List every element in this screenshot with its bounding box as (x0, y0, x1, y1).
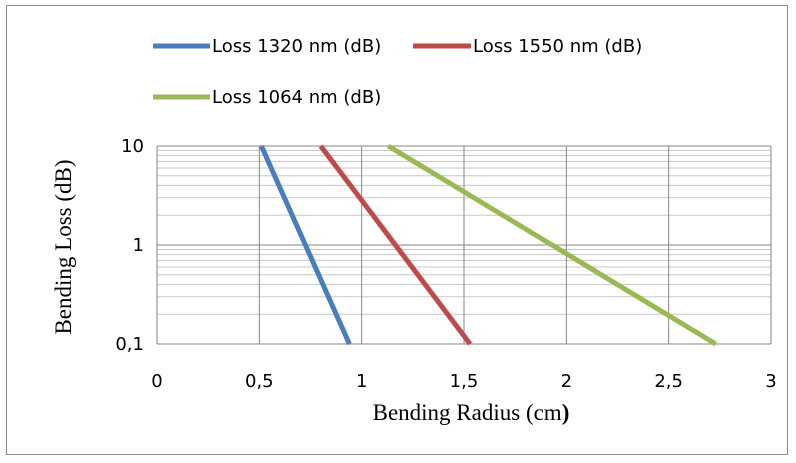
x-axis-title: Bending Radius (cm) (373, 400, 570, 425)
x-tick-label: 1 (356, 371, 367, 392)
y-tick-label: 1 (133, 235, 144, 256)
chart-frame (6, 5, 788, 455)
legend: Loss 1320 nm (dB) Loss 1550 nm (dB) Loss 1… (153, 36, 642, 108)
legend-label-1: Loss 1320 nm (dB) (212, 36, 381, 57)
series-lines (259, 143, 717, 347)
x-tick-label: 0 (151, 371, 162, 392)
x-tick-label: 3 (765, 371, 776, 392)
tick-labels: 0 0,5 1 1,5 2 2,5 3 0,1 1 10 (115, 136, 776, 392)
y-tick-label: 0,1 (115, 334, 144, 355)
major-gridlines (156, 145, 772, 345)
x-tick-label: 2 (561, 371, 572, 392)
series-line-2 (318, 144, 473, 346)
legend-label-2: Loss 1550 nm (dB) (473, 36, 642, 57)
series-line-3 (387, 143, 717, 347)
x-tick-label: 0,5 (245, 371, 274, 392)
x-tick-label: 1,5 (450, 371, 479, 392)
y-tick-label: 10 (121, 136, 144, 157)
legend-label-3: Loss 1064 nm (dB) (212, 87, 381, 108)
x-tick-label: 2,5 (654, 371, 683, 392)
y-axis-title: Bending Loss (dB) (51, 159, 76, 334)
series-line-1 (259, 144, 352, 346)
